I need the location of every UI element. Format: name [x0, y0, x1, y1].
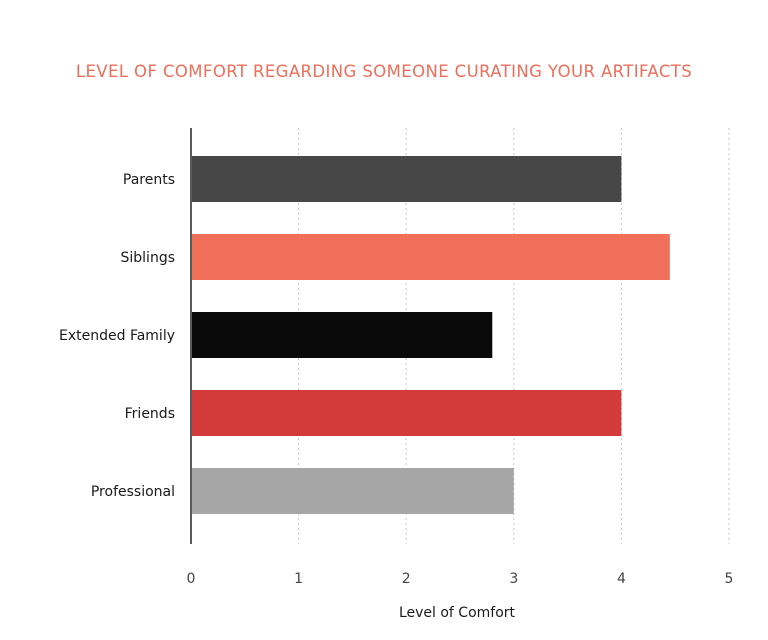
category-label: Parents [123, 172, 175, 188]
bar-friends [192, 390, 622, 436]
x-tick-label: 3 [509, 571, 518, 587]
x-tick-label: 2 [402, 571, 411, 587]
x-tick-label: 5 [725, 571, 734, 587]
category-label: Friends [125, 406, 175, 422]
category-labels: Parents Siblings Extended Family Friends Pro… [59, 172, 175, 500]
x-tick-label: 0 [187, 571, 196, 587]
x-tick-labels: 0 1 2 3 4 5 [187, 571, 734, 587]
bar-professional [192, 468, 514, 514]
category-label: Siblings [121, 250, 176, 266]
bar-parents [192, 156, 622, 202]
x-axis-title: Level of Comfort [399, 605, 516, 621]
bar-siblings [192, 234, 670, 280]
bars [192, 156, 670, 514]
category-label: Extended Family [59, 328, 175, 344]
x-tick-label: 4 [617, 571, 626, 587]
chart-title: LEVEL OF COMFORT REGARDING SOMEONE CURAT… [75, 62, 693, 81]
x-tick-label: 1 [294, 571, 303, 587]
category-label: Professional [91, 484, 175, 500]
bar-extended-family [192, 312, 493, 358]
